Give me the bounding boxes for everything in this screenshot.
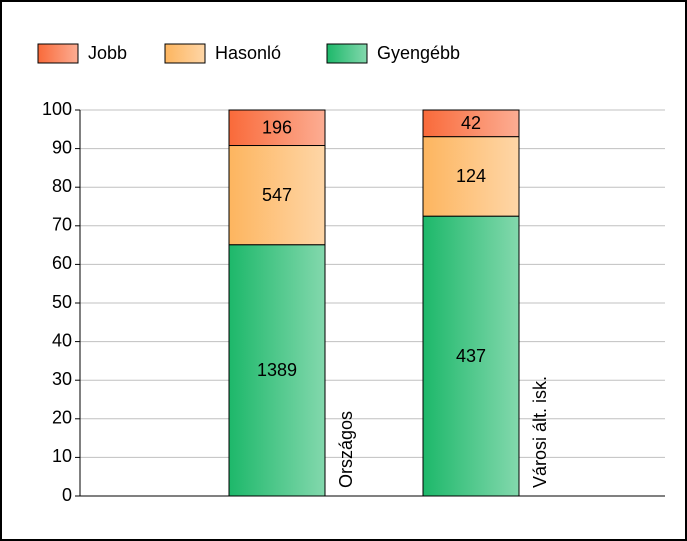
legend-label: Hasonló (215, 43, 281, 63)
y-tick-label: 40 (52, 330, 72, 350)
y-tick-label: 60 (52, 253, 72, 273)
bar-segment (228, 244, 326, 497)
data-label: 124 (456, 166, 486, 186)
y-tick-label: 80 (52, 176, 72, 196)
legend-label: Jobb (88, 43, 127, 63)
data-label: 1389 (257, 360, 297, 380)
data-label: 42 (461, 113, 481, 133)
data-label: 437 (456, 346, 486, 366)
data-label: 196 (262, 118, 292, 138)
x-tick-label: Országos (336, 411, 356, 488)
x-tick-label: Városi ált. isk. (530, 376, 550, 488)
y-tick-label: 70 (52, 215, 72, 235)
bar-segment (422, 136, 520, 217)
legend-label: Gyengébb (377, 43, 460, 63)
y-tick-label: 20 (52, 408, 72, 428)
bar-segment (422, 109, 520, 138)
y-tick-label: 50 (52, 292, 72, 312)
data-label: 547 (262, 185, 292, 205)
y-tick-label: 100 (42, 99, 72, 119)
y-tick-label: 90 (52, 137, 72, 157)
y-tick-label: 0 (62, 485, 72, 505)
legend-swatch (37, 43, 79, 64)
bar-segment (422, 215, 520, 497)
legend-swatch (326, 43, 368, 64)
y-tick-label: 10 (52, 446, 72, 466)
y-tick-label: 30 (52, 369, 72, 389)
bar-segment (228, 109, 326, 147)
legend-swatch (164, 43, 206, 64)
